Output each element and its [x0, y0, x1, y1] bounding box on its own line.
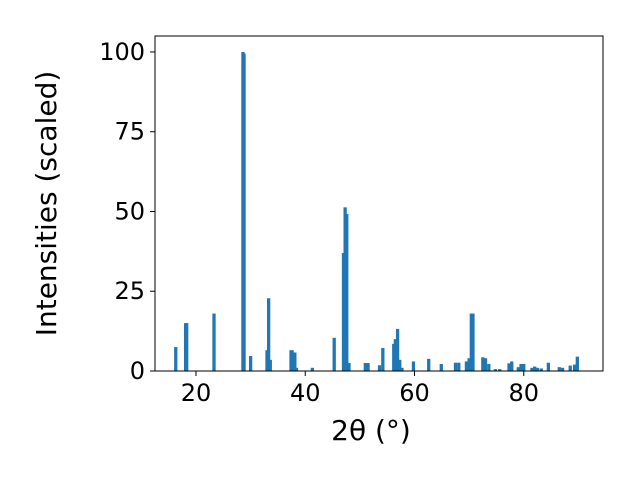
bar: [242, 53, 246, 372]
bar: [363, 363, 367, 371]
bar: [471, 313, 475, 371]
x-tick-label: 80: [509, 379, 540, 407]
y-tick-label: 100: [99, 38, 145, 66]
bar: [377, 365, 382, 371]
bar: [487, 363, 491, 371]
bar: [568, 365, 572, 371]
bar: [345, 214, 349, 371]
bar: [519, 363, 523, 371]
bar: [464, 361, 469, 371]
bar: [268, 359, 272, 371]
bar: [498, 369, 502, 371]
bar: [366, 363, 370, 371]
bar: [174, 347, 178, 371]
x-axis-label: 2θ (°): [331, 414, 411, 447]
bar: [400, 367, 404, 371]
bars: [174, 51, 579, 372]
bar: [347, 363, 351, 371]
bar: [294, 367, 299, 371]
bar: [533, 366, 537, 371]
y-tick-label: 0: [130, 357, 145, 385]
bar: [212, 313, 216, 371]
x-axis-ticks: 20 40 60 80: [181, 371, 539, 407]
y-axis-ticks: 0 25 50 75 100: [99, 38, 155, 385]
bar: [560, 367, 565, 371]
x-tick-label: 40: [290, 379, 321, 407]
bar: [510, 361, 514, 371]
x-tick-label: 20: [181, 379, 212, 407]
y-tick-label: 50: [114, 197, 145, 225]
bar: [185, 323, 189, 371]
bar: [381, 348, 385, 371]
bar: [530, 367, 534, 371]
bar: [393, 339, 398, 371]
plot-frame: [154, 35, 604, 372]
bar: [467, 358, 471, 371]
bar: [493, 369, 498, 371]
bar: [483, 358, 488, 371]
bar: [310, 367, 314, 371]
bar: [267, 298, 271, 371]
y-tick-label: 75: [114, 118, 145, 146]
bar: [439, 363, 443, 371]
bar: [293, 352, 297, 371]
bar: [535, 367, 540, 371]
bar: [395, 328, 400, 371]
bar: [457, 362, 461, 371]
bar: [332, 337, 336, 371]
bar: [290, 350, 294, 371]
bar: [507, 363, 511, 371]
bar: [427, 358, 431, 371]
x-tick-label: 60: [399, 379, 430, 407]
bar: [453, 362, 458, 371]
bar: [572, 364, 577, 371]
bar: [575, 356, 579, 371]
bar: [398, 359, 402, 371]
y-axis-label: Intensities (scaled): [30, 71, 63, 337]
bar: [516, 367, 520, 371]
bar: [481, 357, 485, 371]
bar: [539, 368, 543, 371]
bar: [546, 362, 551, 371]
bar: [557, 367, 561, 371]
bar: [411, 361, 416, 371]
bar: [248, 356, 253, 371]
y-tick-label: 25: [114, 277, 145, 305]
bar: [522, 363, 526, 371]
